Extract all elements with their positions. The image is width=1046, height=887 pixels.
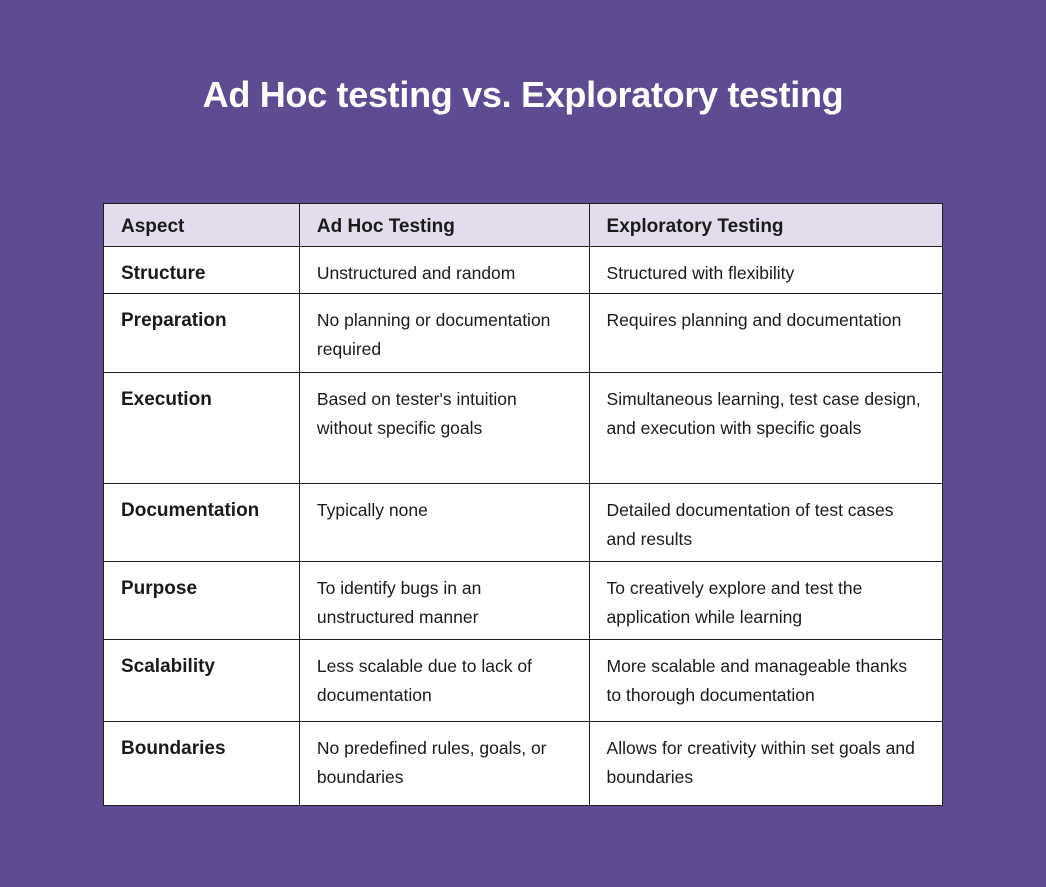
cell-aspect: Purpose (103, 561, 300, 640)
table-row: Execution Based on tester's intuition wit… (103, 372, 944, 484)
table-row: Preparation No planning or documentation … (103, 293, 944, 373)
cell-exploratory: Allows for creativity within set goals a… (588, 721, 944, 806)
comparison-table: Aspect Ad Hoc Testing Exploratory Testin… (103, 203, 944, 806)
cell-adhoc: Less scalable due to lack of documentati… (298, 639, 590, 722)
cell-exploratory: More scalable and manageable thanks to t… (588, 639, 944, 722)
cell-aspect: Execution (103, 372, 300, 484)
cell-aspect: Documentation (103, 483, 300, 562)
cell-exploratory: Detailed documentation of test cases and… (588, 483, 944, 562)
cell-adhoc: No predefined rules, goals, or boundarie… (298, 721, 590, 806)
cell-adhoc: Typically none (298, 483, 590, 562)
cell-aspect: Preparation (103, 293, 300, 373)
table-row: Boundaries No predefined rules, goals, or… (103, 721, 944, 806)
table-row: Structure Unstructured and random Structur… (103, 246, 944, 294)
cell-aspect: Scalability (103, 639, 300, 722)
table-row: Scalability Less scalable due to lack of … (103, 639, 944, 722)
cell-aspect: Boundaries (103, 721, 300, 806)
cell-adhoc: Based on tester's intuition without spec… (298, 372, 590, 484)
cell-aspect: Structure (103, 246, 300, 294)
table-row: Purpose To identify bugs in an unstructur… (103, 561, 944, 640)
page-title: Ad Hoc testing vs. Exploratory testing (202, 74, 844, 115)
cell-adhoc: To identify bugs in an unstructured mann… (298, 561, 590, 640)
header-exploratory: Exploratory Testing (588, 203, 944, 247)
table-row: Documentation Typically none Detailed docu… (103, 483, 944, 562)
table-header-row: Aspect Ad Hoc Testing Exploratory Testin… (103, 203, 944, 247)
cell-adhoc: Unstructured and random (298, 246, 590, 294)
cell-exploratory: Simultaneous learning, test case design,… (588, 372, 944, 484)
cell-adhoc: No planning or documentation required (298, 293, 590, 373)
header-adhoc: Ad Hoc Testing (298, 203, 590, 247)
cell-exploratory: Requires planning and documentation (588, 293, 944, 373)
cell-exploratory: To creatively explore and test the appli… (588, 561, 944, 640)
header-aspect: Aspect (103, 203, 300, 247)
cell-exploratory: Structured with flexibility (588, 246, 944, 294)
